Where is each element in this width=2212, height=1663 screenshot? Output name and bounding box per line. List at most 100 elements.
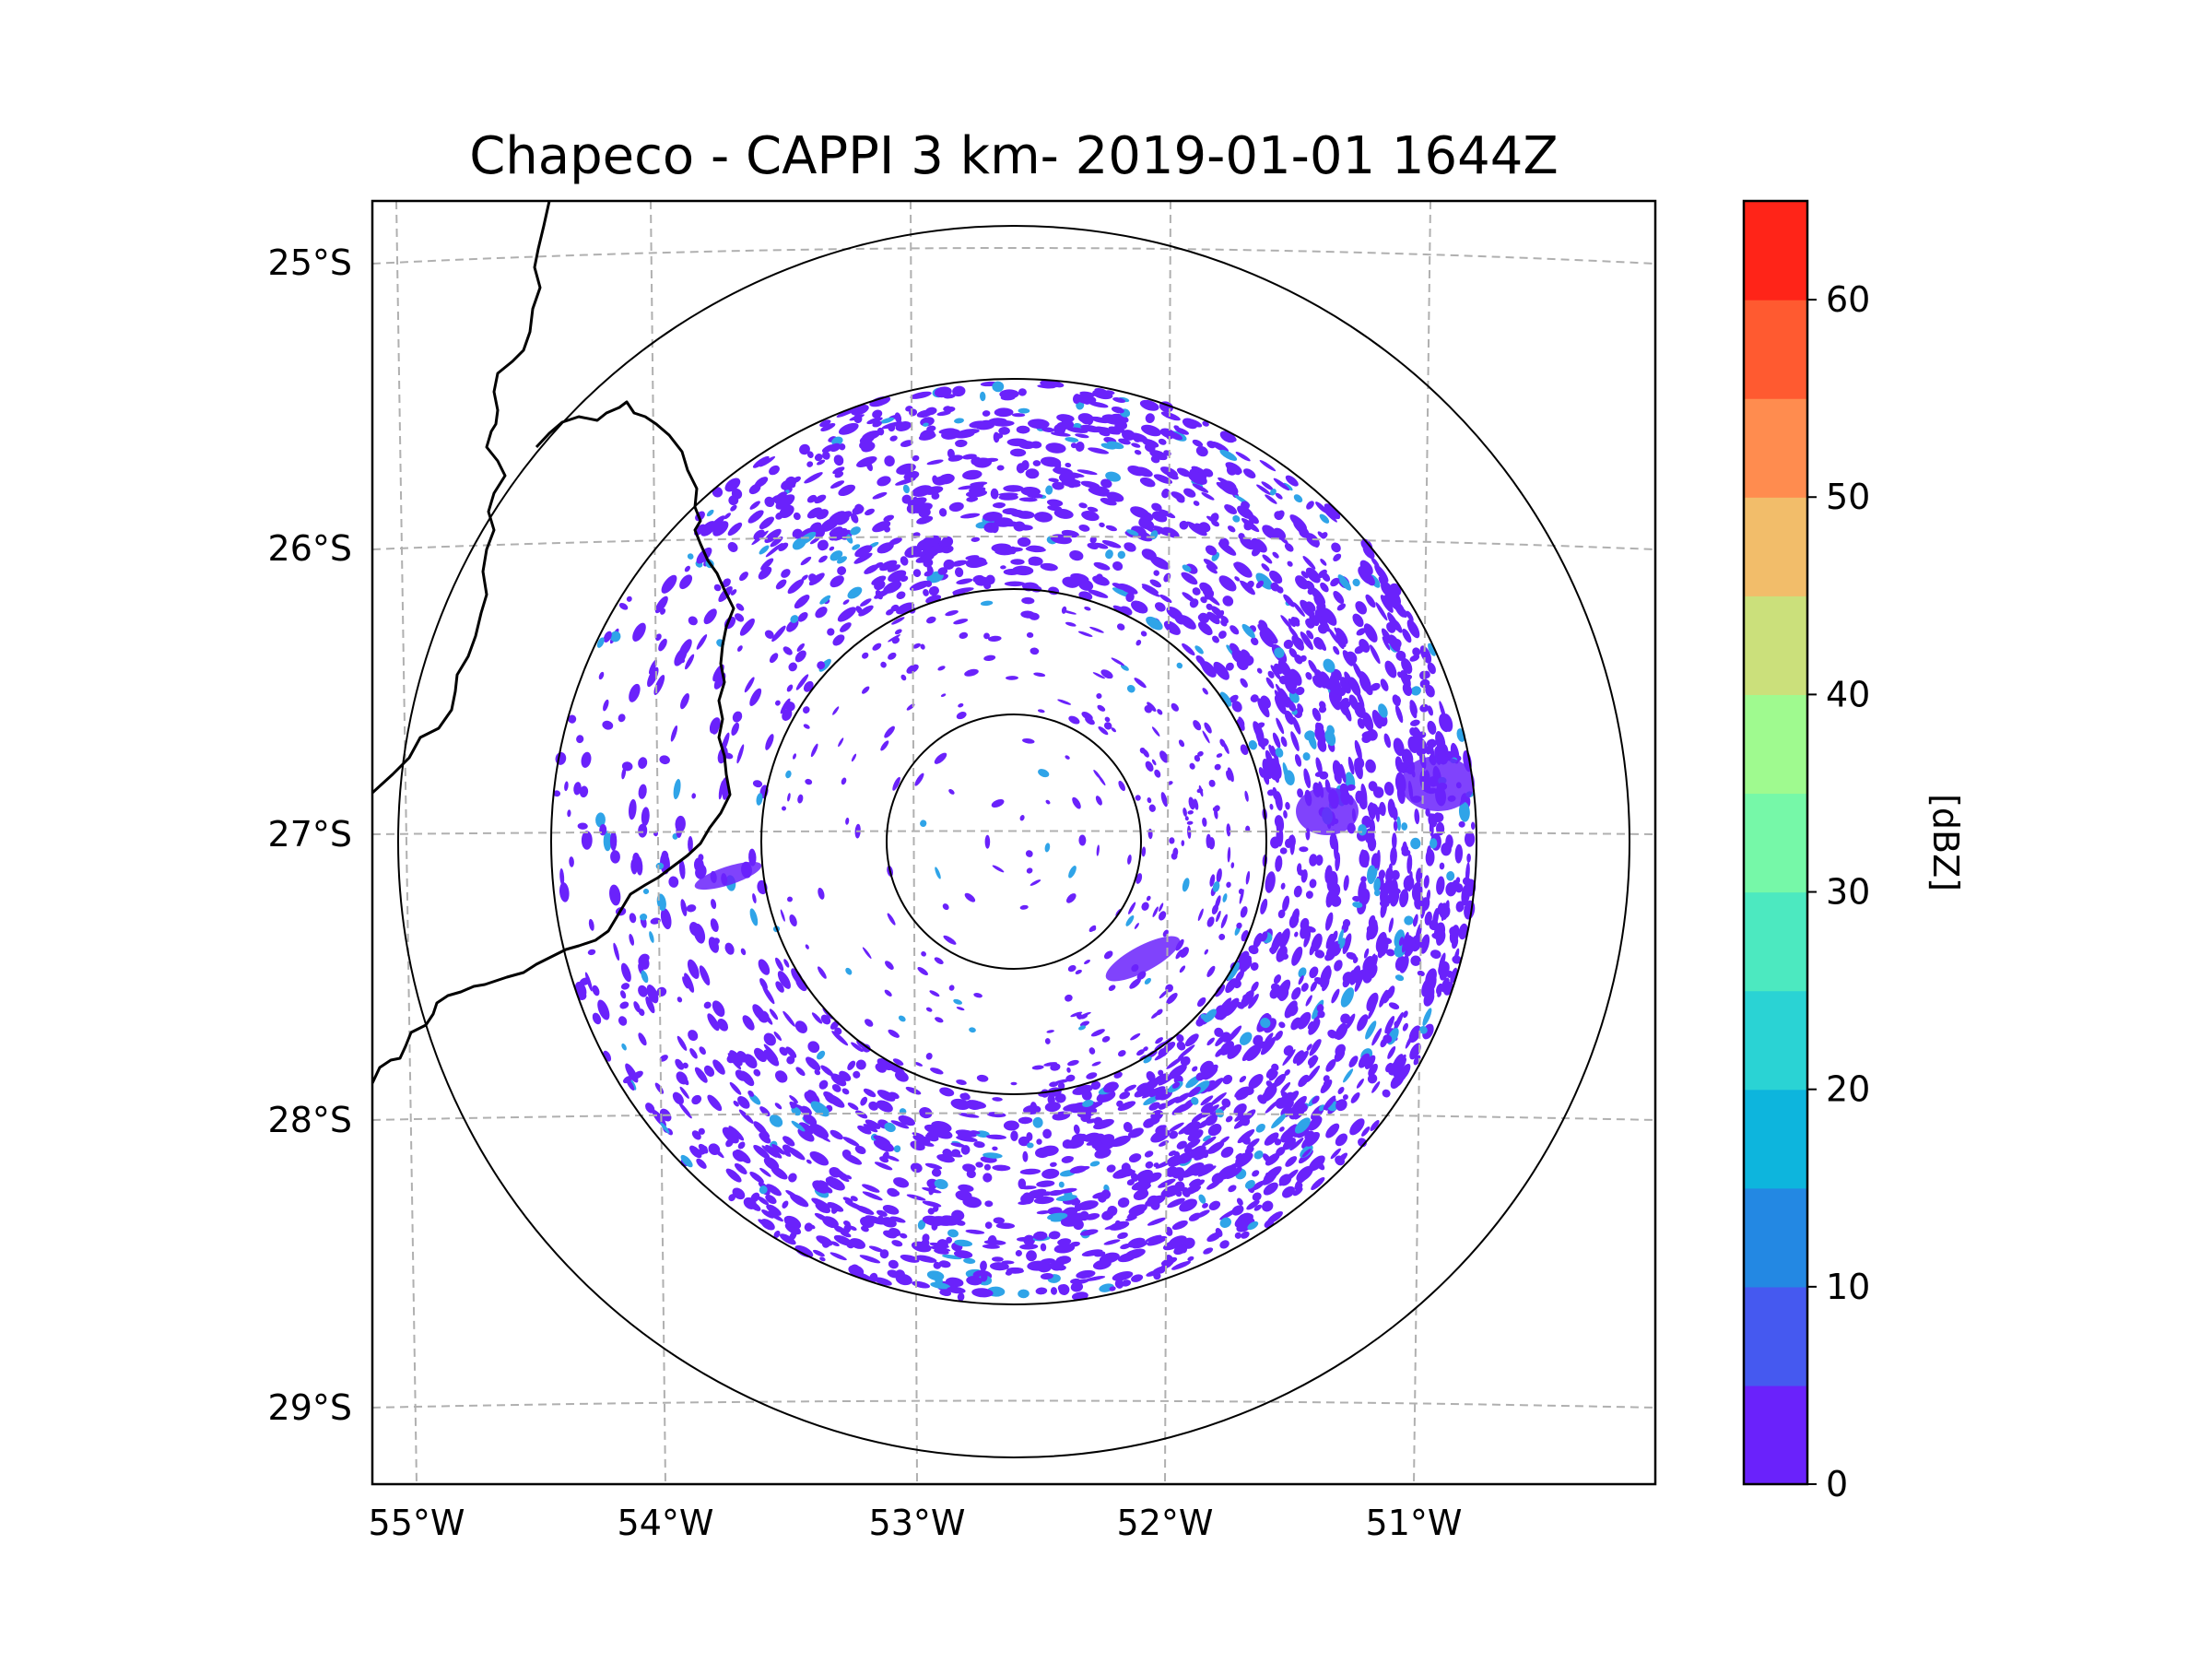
- echo-speck: [1348, 677, 1361, 697]
- echo-speck: [712, 521, 729, 537]
- echo-speck: [1155, 1125, 1167, 1135]
- echo-speck: [1166, 1189, 1182, 1197]
- echo-speck: [1362, 712, 1374, 732]
- echo-speck: [1001, 1260, 1015, 1265]
- echo-speck: [1458, 923, 1468, 940]
- echo-speck: [1365, 1020, 1377, 1040]
- echo-speck: [577, 822, 588, 830]
- echo-speck: [1046, 1030, 1054, 1033]
- echo-speck: [747, 510, 764, 524]
- echo-speck: [1355, 601, 1367, 615]
- echo-speck: [1465, 862, 1470, 883]
- echo-speck: [832, 466, 845, 475]
- echo-speck: [1291, 946, 1303, 966]
- echo-speck: [1165, 1166, 1179, 1177]
- echo-speck: [1275, 492, 1283, 500]
- echo-speck: [1394, 974, 1405, 982]
- echo-speck: [837, 607, 856, 622]
- echo-speck: [1271, 1063, 1279, 1072]
- echo-speck: [1226, 464, 1238, 476]
- echo-speck: [1166, 1056, 1184, 1069]
- echo-speck: [1078, 1025, 1087, 1031]
- echo-speck: [797, 611, 808, 622]
- echo-speck: [587, 949, 596, 956]
- echo-speck: [1058, 1181, 1065, 1188]
- echo-speck: [873, 1135, 890, 1145]
- echo-speck: [1103, 722, 1112, 730]
- echo-speck: [845, 817, 850, 825]
- echo-speck: [676, 822, 683, 838]
- echo-speck: [1367, 865, 1376, 885]
- echo-speck: [1105, 525, 1117, 532]
- echo-speck: [1360, 876, 1367, 883]
- echo-speck: [696, 547, 712, 564]
- echo-speck: [592, 985, 600, 997]
- echo-speck: [1093, 542, 1109, 549]
- echo-speck: [724, 513, 732, 520]
- gridline-lat-26: [372, 536, 1655, 550]
- echo-speck: [1191, 1096, 1199, 1105]
- colorbar-segment: [1744, 1286, 1807, 1386]
- echo-speck: [921, 535, 942, 548]
- echo-speck: [1362, 973, 1372, 984]
- echo-speck: [841, 1088, 850, 1095]
- echo-speck: [1169, 1122, 1184, 1132]
- echo-speck: [691, 793, 697, 799]
- echo-speck: [1033, 672, 1046, 678]
- echo-speck: [842, 1153, 863, 1165]
- echo-speck: [1050, 1260, 1065, 1271]
- echo-speck: [1093, 561, 1111, 571]
- echo-speck: [1022, 1150, 1029, 1162]
- echo-speck: [948, 501, 964, 513]
- echo-speck: [820, 1014, 831, 1025]
- echo-speck: [991, 543, 1012, 553]
- echo-speck: [1294, 931, 1299, 938]
- echo-speck: [1099, 430, 1111, 437]
- echo-speck: [900, 1233, 908, 1239]
- echo-speck: [1292, 602, 1305, 617]
- echo-speck: [693, 923, 706, 944]
- echo-speck: [782, 646, 793, 655]
- echo-speck: [679, 1086, 689, 1099]
- echo-speck: [834, 1027, 842, 1035]
- echo-speck: [861, 442, 876, 453]
- echo-speck: [1229, 694, 1239, 703]
- echo-speck: [1081, 396, 1092, 405]
- echo-speck: [955, 1190, 972, 1201]
- echo-speck: [1197, 613, 1205, 620]
- echo-speck: [1250, 694, 1259, 702]
- echo-speck: [1089, 1161, 1100, 1167]
- echo-speck: [1282, 1049, 1296, 1067]
- echo-speck: [1337, 574, 1352, 591]
- echo-speck: [817, 661, 826, 670]
- echo-speck: [754, 1047, 767, 1062]
- echo-speck: [902, 484, 910, 494]
- echo-speck: [1308, 1115, 1323, 1131]
- echo-speck: [1316, 1004, 1324, 1012]
- echo-speck: [1320, 559, 1327, 566]
- echo-speck: [609, 831, 618, 852]
- echo-speck: [803, 1114, 818, 1126]
- echo-speck: [1184, 816, 1189, 821]
- echo-speck: [739, 1070, 755, 1087]
- echo-speck: [926, 1131, 939, 1139]
- echo-speck: [753, 1144, 771, 1160]
- echo-speck: [1090, 1080, 1101, 1091]
- echo-speck: [892, 1058, 904, 1066]
- echo-speck: [935, 547, 949, 554]
- echo-speck: [710, 1144, 724, 1159]
- echo-speck: [901, 494, 912, 504]
- echo-speck: [1392, 832, 1397, 850]
- echo-speck: [1088, 487, 1110, 497]
- echo-speck: [947, 448, 955, 459]
- echo-speck: [865, 1019, 874, 1027]
- echo-speck: [559, 868, 565, 886]
- echo-speck: [1291, 635, 1304, 651]
- echo-speck: [1173, 1150, 1181, 1158]
- echo-speck: [1194, 645, 1204, 655]
- echo-speck: [1025, 468, 1040, 479]
- echo-speck: [896, 591, 906, 600]
- echo-speck: [1265, 677, 1275, 689]
- echo-speck: [1277, 909, 1286, 919]
- echo-speck: [1359, 671, 1371, 691]
